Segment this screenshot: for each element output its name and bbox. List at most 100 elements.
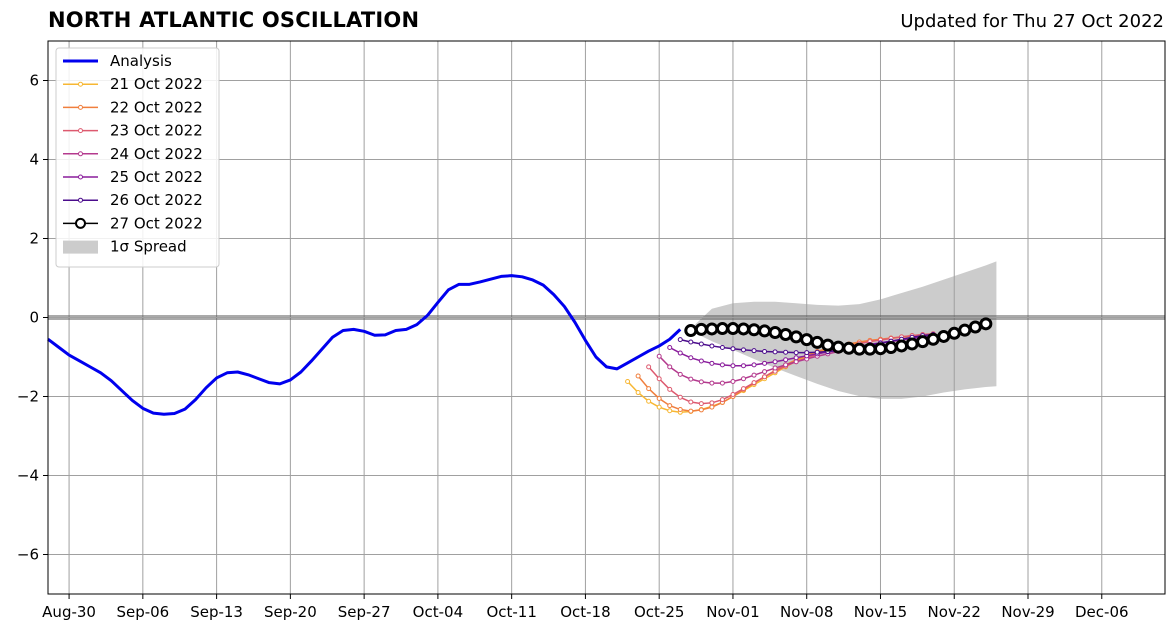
forecast-point: [751, 380, 757, 386]
forecast-point: [740, 347, 746, 353]
forecast-point: [677, 407, 683, 413]
latest-forecast-point: [715, 322, 729, 336]
forecast-point: [709, 400, 715, 406]
latest-forecast-point: [947, 326, 961, 340]
forecast-point: [688, 376, 694, 382]
forecast-point: [719, 345, 725, 351]
y-tick-label: −4: [17, 467, 39, 485]
forecast-point: [783, 357, 789, 363]
x-tick-label: Nov-29: [1001, 603, 1054, 621]
y-tick-label: 2: [29, 230, 39, 248]
forecast-point: [740, 363, 746, 369]
forecast-point: [793, 355, 799, 361]
latest-forecast-point: [768, 326, 782, 340]
forecast-point: [656, 404, 662, 410]
forecast-point: [762, 360, 768, 366]
legend: Analysis 21 Oct 2022 22 Oct 2022 23 Oct 202…: [55, 47, 220, 268]
forecast-point: [751, 362, 757, 368]
latest-forecast-point: [789, 330, 803, 344]
latest-forecast-point: [958, 323, 972, 337]
forecast-point: [772, 365, 778, 371]
latest-forecast-point: [916, 335, 930, 349]
forecast-point: [677, 337, 683, 343]
latest-forecast-point: [810, 335, 824, 349]
forecast-point: [772, 349, 778, 355]
x-tick-label: Sep-27: [338, 603, 391, 621]
latest-forecast-point: [821, 338, 835, 352]
x-tick-label: Oct-11: [486, 603, 536, 621]
forecast-point: [762, 369, 768, 375]
forecast-point: [667, 408, 673, 414]
forecast-point: [698, 379, 704, 385]
forecast-point: [677, 394, 683, 400]
forecast-point: [709, 360, 715, 366]
forecast-point: [719, 397, 725, 403]
analysis-line: [47, 274, 682, 416]
forecast-point: [635, 390, 641, 396]
forecast-point: [709, 404, 715, 410]
legend-marker: [78, 104, 83, 110]
latest-forecast-point: [736, 322, 750, 336]
x-tick-label: Oct-18: [560, 603, 610, 621]
latest-forecast-point: [694, 322, 708, 336]
latest-forecast-point: [831, 340, 845, 354]
legend-label: 24 Oct 2022: [110, 145, 203, 163]
forecast-point: [688, 399, 694, 405]
forecast-point: [656, 376, 662, 382]
forecast-point: [740, 386, 746, 392]
axes-layer: Aug-30 Sep-06 Sep-13 Sep-20 Sep-27 Oct-04 Oct-…: [17, 40, 1166, 621]
legend-label: 1σ Spread: [110, 238, 187, 256]
latest-forecast-point: [873, 342, 887, 356]
forecast-point: [719, 362, 725, 368]
forecast-point: [740, 376, 746, 382]
x-tick-label: Sep-13: [190, 603, 243, 621]
latest-forecast-point: [842, 341, 856, 355]
forecast-point: [656, 353, 662, 359]
spread-layer: [690, 261, 997, 399]
forecast-point: [667, 345, 673, 351]
forecast-point: [667, 364, 673, 370]
latest-forecast-point: [968, 320, 982, 334]
latest-forecast-point: [758, 324, 772, 338]
forecast-point: [730, 363, 736, 369]
forecast-point: [667, 403, 673, 409]
legend-label: 27 Oct 2022: [110, 214, 203, 232]
y-tick-label: 4: [29, 151, 39, 169]
forecast-point: [625, 378, 631, 384]
latest-forecast-point: [979, 317, 993, 331]
forecast-point: [730, 392, 736, 398]
y-tick-label: −2: [17, 388, 39, 406]
x-tick-label: Nov-01: [706, 603, 759, 621]
forecast-point: [730, 346, 736, 352]
forecast-point: [698, 358, 704, 364]
legend-marker: [78, 197, 83, 203]
x-tick-label: Nov-08: [780, 603, 833, 621]
zero-line-layer: [48, 315, 1165, 320]
forecast-point: [762, 374, 768, 380]
legend-box: [55, 47, 220, 268]
forecast-point: [677, 350, 683, 356]
forecast-point: [646, 398, 652, 404]
y-tick-label: 6: [29, 72, 39, 90]
latest-forecast-point: [937, 329, 951, 343]
forecast-point: [688, 355, 694, 361]
forecast-point: [751, 372, 757, 378]
latest-forecast-point: [800, 333, 814, 347]
forecast-point: [646, 386, 652, 392]
x-tick-label: Oct-04: [413, 603, 463, 621]
forecast-point: [677, 371, 683, 377]
forecast-point: [667, 386, 673, 392]
legend-label: 23 Oct 2022: [110, 122, 203, 140]
forecast-point: [646, 364, 652, 370]
spread-band: [690, 261, 997, 399]
legend-label: 25 Oct 2022: [110, 168, 203, 186]
updated-date: Updated for Thu 27 Oct 2022: [900, 11, 1164, 32]
forecast-point: [698, 341, 704, 347]
forecast-point: [783, 349, 789, 355]
latest-forecast-point: [779, 327, 793, 341]
legend-swatch: [63, 240, 98, 254]
forecast-point: [709, 343, 715, 349]
x-tick-label: Nov-15: [854, 603, 907, 621]
legend-label: 22 Oct 2022: [110, 98, 203, 116]
